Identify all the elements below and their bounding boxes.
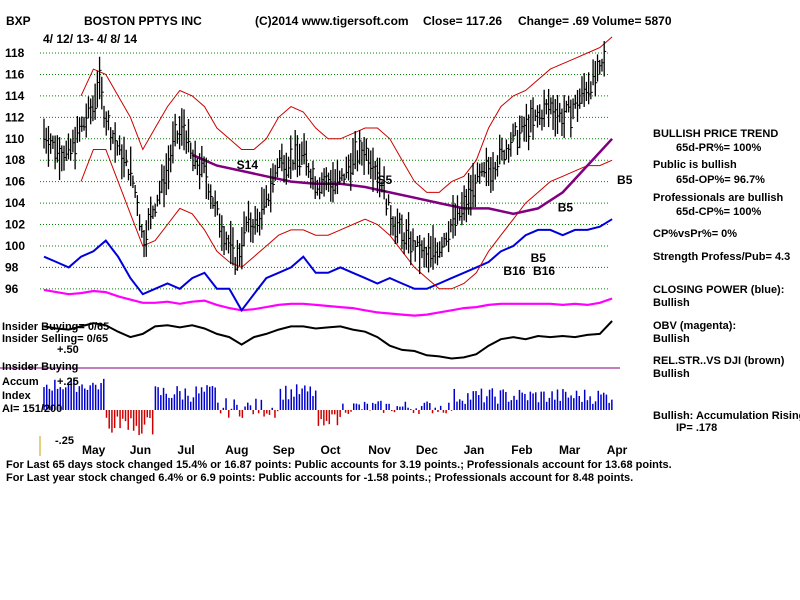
y-tick-label: 114 <box>5 89 25 103</box>
lower-band-line <box>80 149 613 290</box>
y-tick-label: 106 <box>5 175 25 189</box>
right-panel-line: CLOSING POWER (blue): <box>653 284 785 296</box>
right-panel-line: 65d-OP%= 96.7% <box>676 174 765 186</box>
signal-label: B5 <box>617 173 633 187</box>
month-label: Jan <box>464 443 485 457</box>
y-tick-label: 116 <box>5 67 25 81</box>
right-panel-line: 65d-PR%= 100% <box>676 142 762 154</box>
obv-line <box>43 288 613 317</box>
change-value: Change= .69 <box>518 14 590 28</box>
volume-value: Volume= 5870 <box>592 14 672 28</box>
date-range: 4/ 12/ 13- 4/ 8/ 14 <box>43 32 138 46</box>
close-value: Close= 117.26 <box>423 14 503 28</box>
copyright: (C)2014 www.tigersoft.com <box>255 14 409 28</box>
signal-label: B16 <box>503 264 525 278</box>
signal-label: S5 <box>377 173 392 187</box>
ai-label: AI= 151/200 <box>2 403 63 415</box>
upper-band-line <box>80 36 613 193</box>
symbol: BXP <box>6 14 31 28</box>
month-label: Aug <box>225 443 248 457</box>
right-panel-line: Bullish <box>653 333 690 345</box>
right-panel-line: OBV (magenta): <box>653 320 737 332</box>
minus-25-label: -.25 <box>55 435 74 447</box>
month-label: Dec <box>416 443 438 457</box>
right-panel-line: Public is bullish <box>653 159 737 171</box>
right-panel-line: IP= .178 <box>676 422 718 434</box>
right-panel-line: Bullish <box>653 368 690 380</box>
moving-average-line <box>191 137 614 216</box>
y-tick-label: 112 <box>5 110 25 124</box>
signal-label: S14 <box>237 158 259 172</box>
right-panel-line: Strength Profess/Pub= 4.3 <box>653 251 791 263</box>
y-tick-label: 102 <box>5 218 25 232</box>
accum-label: Accum <box>2 376 39 388</box>
price-gridlines <box>40 52 610 290</box>
y-tick-label: 118 <box>5 46 25 60</box>
month-label: May <box>82 443 106 457</box>
right-panel-line: REL.STR..VS DJI (brown) <box>653 355 785 367</box>
signal-label: B5 <box>531 251 547 265</box>
plus-50-label: +.50 <box>57 344 79 356</box>
y-tick-label: 96 <box>5 282 19 296</box>
footer-line-1: For Last 65 days stock changed 15.4% or … <box>6 459 672 471</box>
y-tick-label: 104 <box>5 196 25 210</box>
y-tick-label: 108 <box>5 153 25 167</box>
month-label: Sep <box>273 443 295 457</box>
closing-power-line <box>43 218 613 313</box>
relative-strength-line <box>43 320 613 360</box>
month-label: Jul <box>177 443 194 457</box>
signal-label: B5 <box>558 201 574 215</box>
right-panel-line: CP%vsPr%= 0% <box>653 228 738 240</box>
right-panel-line: BULLISH PRICE TREND <box>653 128 779 140</box>
right-panel-line: Professionals are bullish <box>653 192 784 204</box>
signal-label: B16 <box>533 264 555 278</box>
price-bars <box>43 41 607 275</box>
index-label: Index <box>2 390 31 402</box>
right-panel-line: 65d-CP%= 100% <box>676 206 762 218</box>
month-label: Feb <box>511 443 532 457</box>
y-tick-labels: 96 98 100 102 104 106 108 110 112 114 116 118 <box>5 46 25 296</box>
insider-buying-label: Insider Buying <box>2 361 79 373</box>
y-tick-label: 98 <box>5 260 19 274</box>
y-tick-label: 100 <box>5 239 25 253</box>
month-label: Jun <box>130 443 151 457</box>
company-name: BOSTON PPTYS INC <box>84 14 202 28</box>
footer-line-2: For Last year stock changed 6.4% or 6.9 … <box>6 472 634 484</box>
month-label: Mar <box>559 443 581 457</box>
accumulation-index-bars <box>43 378 613 436</box>
insider-buying-ratio: Insider Buying= 0/65 <box>2 321 110 333</box>
month-label: Nov <box>368 443 391 457</box>
right-panel-line: Bullish: Accumulation Rising <box>653 410 800 422</box>
insider-selling-ratio: Insider Selling= 0/65 <box>2 333 109 345</box>
month-labels: May Jun Jul Aug Sep Oct Nov Dec Jan Feb Mar Apr <box>82 443 628 457</box>
plus-25-label: +.25 <box>57 376 79 388</box>
y-tick-label: 110 <box>5 132 25 146</box>
month-label: Oct <box>321 443 341 457</box>
month-label: Apr <box>607 443 628 457</box>
right-panel-line: Bullish <box>653 297 690 309</box>
